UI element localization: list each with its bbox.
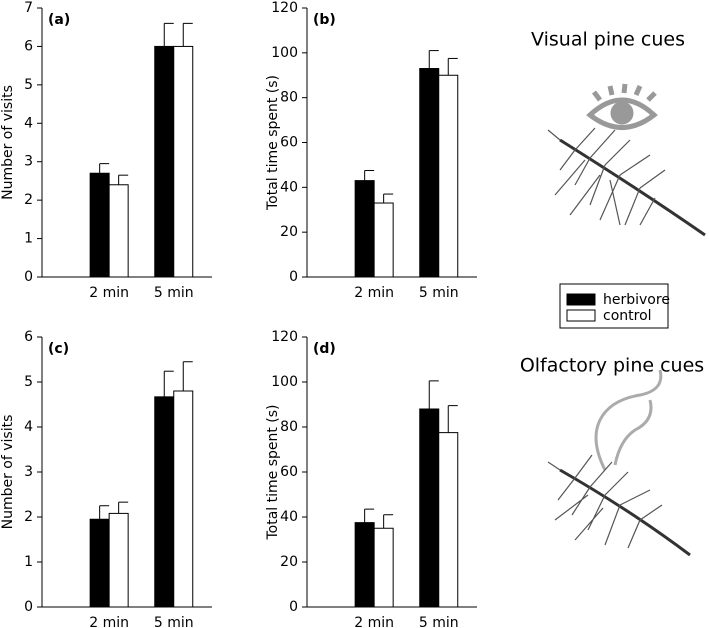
bar — [419, 68, 440, 278]
y-tick-label: 120 — [271, 0, 298, 16]
x-tick-label: 2 min — [354, 285, 394, 301]
y-tick-label: 1 — [24, 554, 33, 570]
y-tick-label: 20 — [280, 224, 298, 240]
bar — [354, 522, 375, 608]
legend: herbivore control — [559, 283, 670, 329]
y-axis-label: Number of visits — [0, 85, 16, 200]
y-tick-label: 4 — [24, 419, 33, 435]
x-tick-label: 5 min — [154, 285, 194, 301]
panel-label: (a) — [48, 12, 70, 28]
y-tick-label: 2 — [24, 192, 33, 208]
bar — [173, 390, 194, 608]
eye-icon — [586, 83, 658, 130]
panel-label: (d) — [313, 341, 336, 357]
y-tick-label: 4 — [24, 115, 33, 131]
legend-swatch — [566, 309, 596, 322]
y-tick-label: 3 — [24, 464, 33, 480]
y-tick-label: 40 — [280, 509, 298, 525]
bar — [89, 518, 110, 608]
y-tick-label: 20 — [280, 554, 298, 570]
y-tick-label: 0 — [289, 269, 298, 285]
y-tick-label: 6 — [24, 38, 33, 54]
smoke — [594, 369, 663, 471]
y-tick-label: 40 — [280, 179, 298, 195]
panel-label: (c) — [48, 341, 69, 357]
annotation: Olfactory pine cues — [520, 355, 704, 377]
legend-label: control — [603, 308, 652, 324]
y-tick-label: 1 — [24, 231, 33, 247]
y-tick-label: 80 — [280, 90, 298, 106]
x-tick-label: 5 min — [419, 615, 459, 628]
x-tick-label: 5 min — [154, 615, 194, 628]
y-axis-label: Number of visits — [0, 415, 16, 530]
x-tick-label: 2 min — [89, 615, 129, 628]
y-tick-label: 5 — [24, 77, 33, 93]
y-tick-label: 80 — [280, 419, 298, 435]
bar — [154, 396, 175, 608]
y-tick-label: 7 — [24, 0, 33, 16]
y-tick-label: 3 — [24, 154, 33, 170]
y-tick-label: 100 — [271, 374, 298, 390]
pine-branch — [547, 127, 706, 237]
x-tick-label: 5 min — [419, 285, 459, 301]
y-tick-label: 100 — [271, 45, 298, 61]
bar — [173, 45, 194, 278]
y-axis-label: Total time spent (s) — [265, 404, 281, 540]
panel-label: (b) — [313, 12, 336, 28]
y-tick-label: 0 — [289, 599, 298, 615]
bar — [373, 202, 394, 278]
x-tick-label: 2 min — [89, 285, 129, 301]
bar — [108, 512, 129, 608]
bar — [354, 180, 375, 278]
y-tick-label: 120 — [271, 329, 298, 345]
bar — [108, 184, 129, 278]
annotation: Visual pine cues — [531, 29, 685, 51]
x-tick-label: 2 min — [354, 615, 394, 628]
y-tick-label: 60 — [280, 135, 298, 151]
pine-branch — [547, 454, 691, 557]
bar — [154, 45, 175, 278]
bar — [373, 527, 394, 608]
bar — [438, 432, 459, 608]
y-tick-label: 2 — [24, 509, 33, 525]
bar — [419, 408, 440, 608]
bar — [438, 74, 459, 278]
y-tick-label: 6 — [24, 329, 33, 345]
legend-swatch — [566, 293, 596, 306]
y-axis-label: Total time spent (s) — [265, 75, 281, 211]
y-tick-label: 0 — [24, 599, 33, 615]
y-tick-label: 0 — [24, 269, 33, 285]
bar — [89, 172, 110, 278]
y-tick-label: 5 — [24, 374, 33, 390]
y-tick-label: 60 — [280, 464, 298, 480]
legend-label: herbivore — [603, 292, 670, 308]
